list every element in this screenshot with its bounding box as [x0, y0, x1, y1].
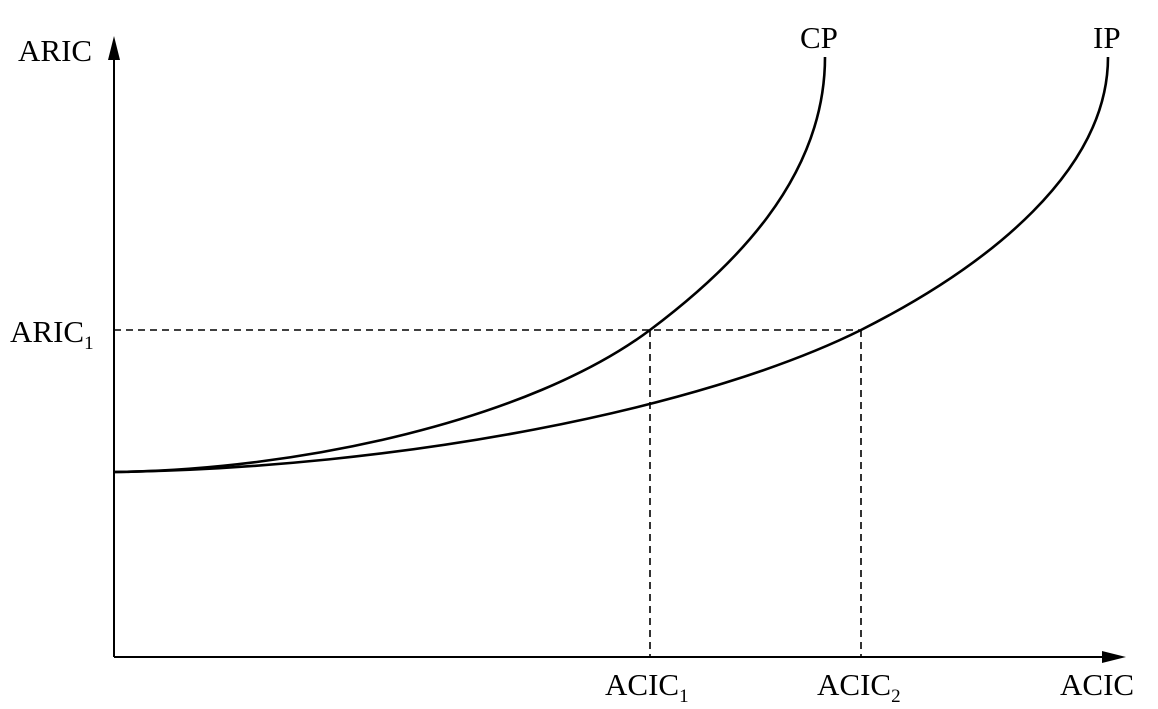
y-axis-label: ARIC	[18, 33, 92, 68]
acic1-label-base: ACIC	[605, 667, 679, 702]
aric1-label-base: ARIC	[10, 314, 84, 349]
axes	[108, 36, 1126, 663]
y-axis-arrowhead	[108, 36, 120, 60]
acic2-label-base: ACIC	[817, 667, 891, 702]
acic1-label: ACIC1	[605, 667, 689, 707]
acic2-label-subscript: 2	[891, 686, 901, 707]
aric1-label: ARIC1	[10, 314, 94, 354]
x-axis-arrowhead	[1102, 651, 1126, 663]
aric1-label-subscript: 1	[84, 333, 94, 354]
ip-curve	[113, 56, 1110, 474]
guide-lines	[114, 329, 862, 657]
acic2-label: ACIC2	[817, 667, 901, 707]
curves	[113, 56, 1110, 474]
x-axis-label: ACIC	[1060, 667, 1134, 702]
ip-curve-label: IP	[1093, 20, 1121, 55]
cp-curve-label: CP	[800, 20, 838, 55]
acic1-label-subscript: 1	[679, 686, 689, 707]
cp-curve	[113, 56, 827, 474]
